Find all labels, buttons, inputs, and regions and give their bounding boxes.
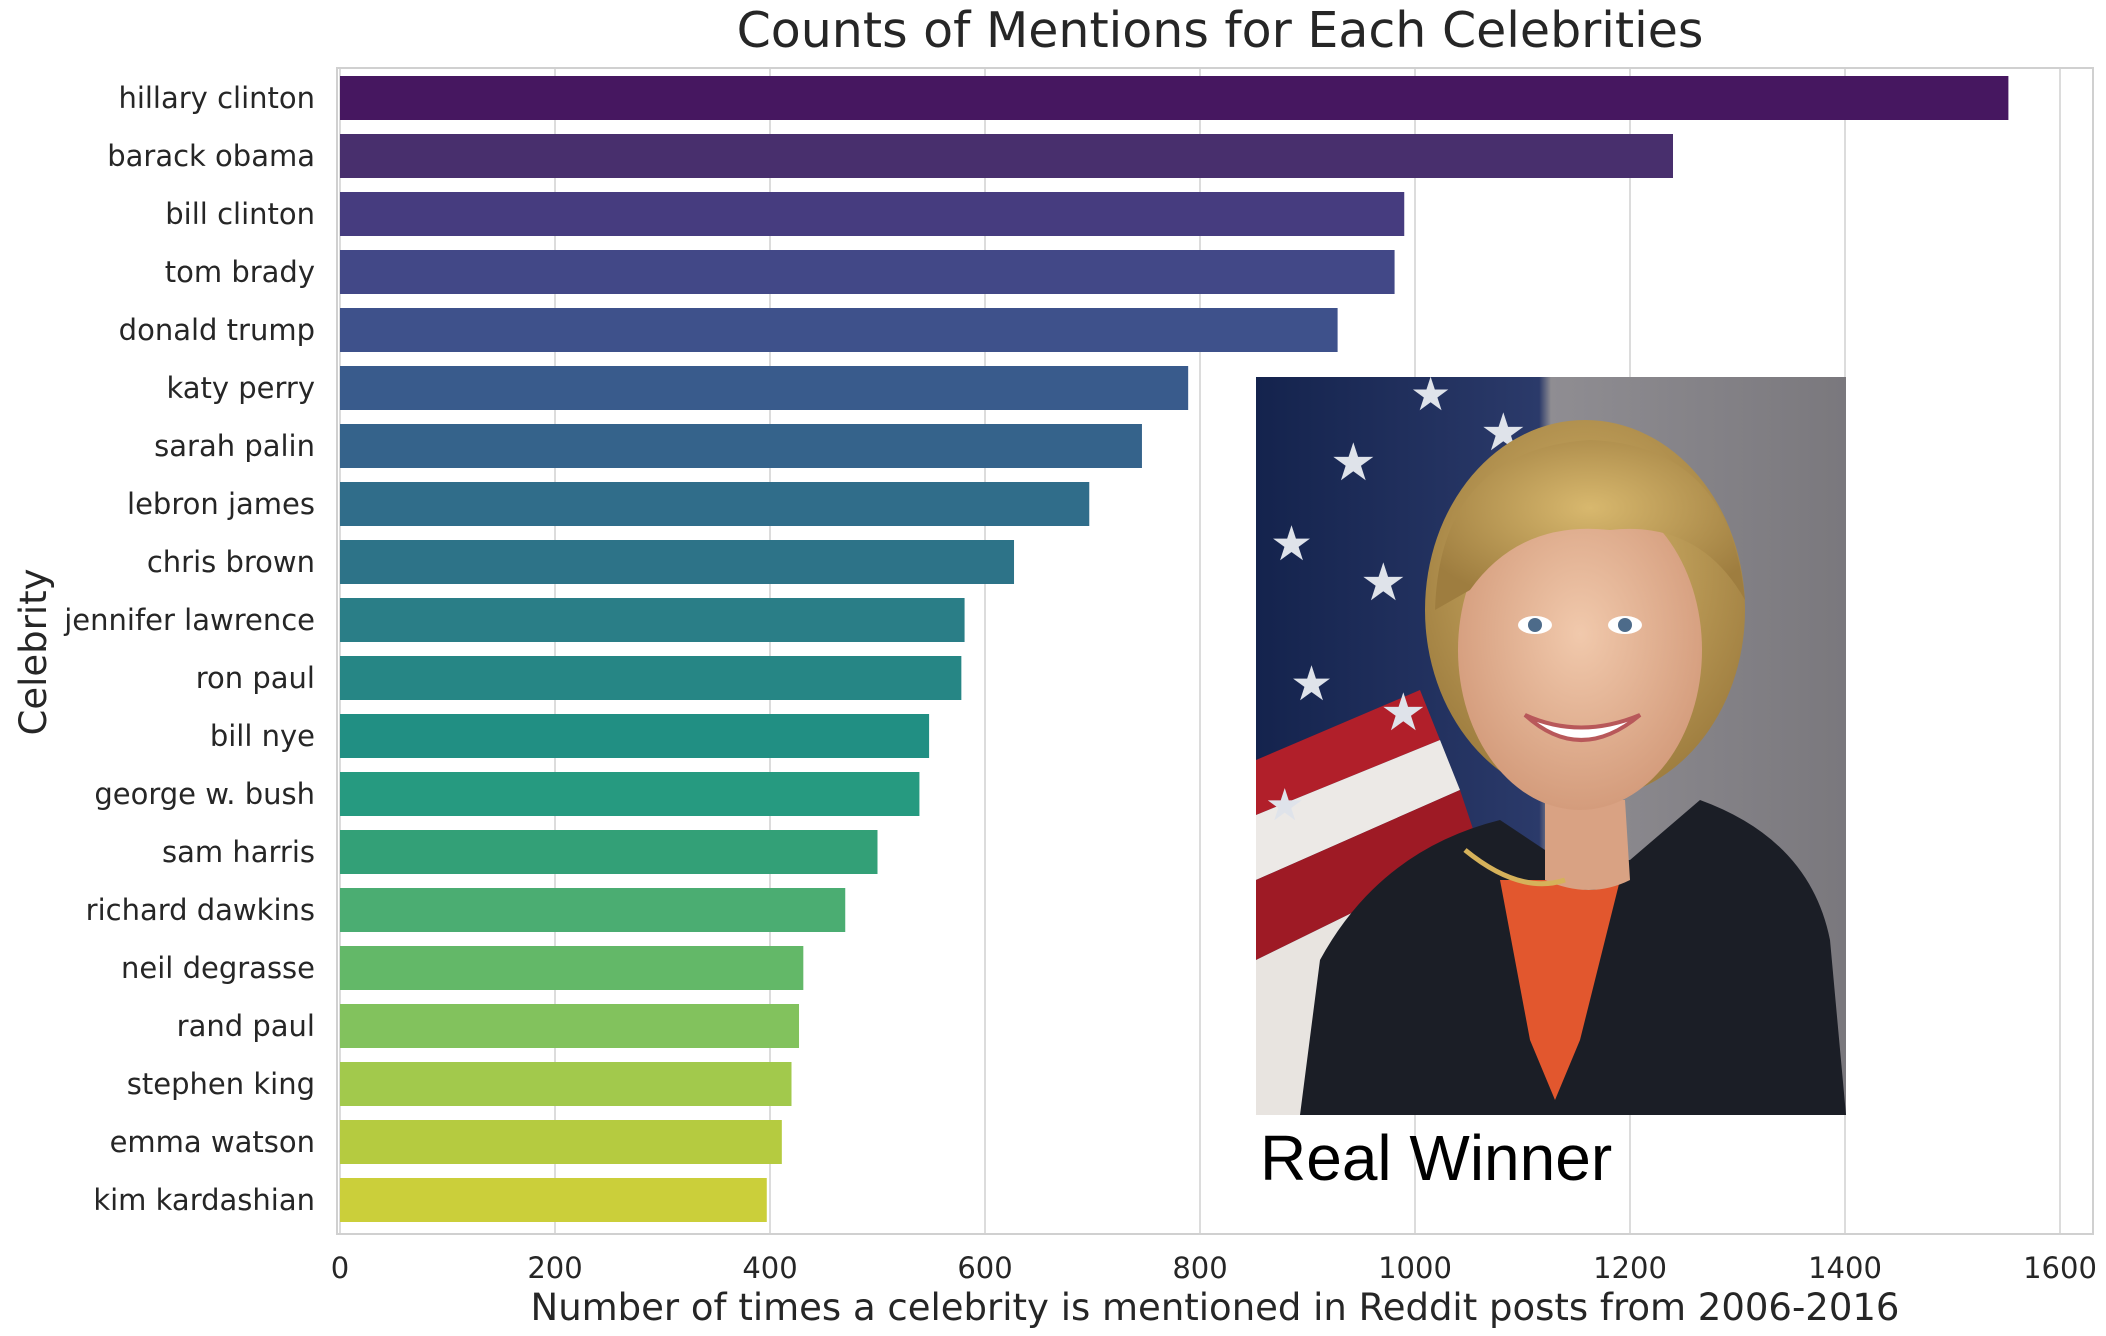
category-label: tom brady: [165, 255, 315, 289]
category-label: kim kardashian: [93, 1183, 315, 1217]
bar-bill-clinton: [340, 192, 1405, 236]
bar-rand-paul: [340, 1004, 800, 1048]
category-label: neil degrasse: [121, 951, 315, 985]
bar-stephen-king: [340, 1062, 792, 1106]
category-label: barack obama: [107, 139, 315, 173]
bars: [340, 76, 2009, 1222]
bar-lebron-james: [340, 482, 1090, 526]
x-tick-label: 400: [742, 1251, 797, 1285]
bar-ron-paul: [340, 656, 962, 700]
bar-richard-dawkins: [340, 888, 846, 932]
x-tick-label: 800: [1172, 1251, 1227, 1285]
category-label: sarah palin: [154, 429, 315, 463]
x-tick-labels: 0 200 400 600 800 1000 1200 1400 1600: [331, 1251, 2097, 1285]
bar-jennifer-lawrence: [340, 598, 965, 642]
svg-text:★: ★: [1270, 516, 1313, 572]
category-label: bill clinton: [165, 197, 315, 231]
bar-kim-kardashian: [340, 1178, 767, 1222]
svg-text:★: ★: [1360, 553, 1407, 613]
x-tick-label: 1000: [1378, 1251, 1452, 1285]
photo-of-hillary-clinton: ★ ★ ★ ★ ★ ★ ★ ★: [1256, 367, 1846, 1115]
svg-text:★: ★: [1330, 433, 1377, 493]
category-labels: hillary clinton barack obama bill clinton t…: [63, 81, 315, 1217]
category-label: emma watson: [110, 1125, 315, 1159]
bar-chris-brown: [340, 540, 1015, 584]
x-axis-label: Number of times a celebrity is mentioned…: [531, 1286, 1900, 1329]
chart-title: Counts of Mentions for Each Celebrities: [737, 2, 1704, 59]
bar-hillary-clinton: [340, 76, 2009, 120]
bar-barack-obama: [340, 134, 1673, 178]
svg-text:★: ★: [1265, 780, 1304, 831]
category-label: katy perry: [166, 371, 315, 405]
bar-emma-watson: [340, 1120, 782, 1164]
category-label: lebron james: [127, 487, 315, 521]
bar-sarah-palin: [340, 424, 1142, 468]
annotation-text: Real Winner: [1260, 1122, 1612, 1194]
bar-tom-brady: [340, 250, 1395, 294]
bar-george-w-bush: [340, 772, 920, 816]
category-label: jennifer lawrence: [63, 603, 315, 637]
bar-sam-harris: [340, 830, 878, 874]
x-tick-label: 1400: [1808, 1251, 1882, 1285]
x-tick-label: 1200: [1593, 1251, 1667, 1285]
bar-katy-perry: [340, 366, 1189, 410]
category-label: stephen king: [127, 1067, 315, 1101]
category-label: hillary clinton: [118, 81, 315, 115]
bar-donald-trump: [340, 308, 1338, 352]
svg-text:★: ★: [1380, 683, 1427, 743]
category-label: bill nye: [210, 719, 315, 753]
plot-frame: [336, 67, 2094, 1235]
bar-bill-nye: [340, 714, 930, 758]
x-tick-label: 200: [527, 1251, 582, 1285]
svg-text:★: ★: [1410, 367, 1451, 421]
category-label: chris brown: [147, 545, 315, 579]
x-tick-label: 0: [331, 1251, 349, 1285]
category-label: ron paul: [196, 661, 315, 695]
category-label: george w. bush: [94, 777, 315, 811]
svg-text:★: ★: [1290, 656, 1333, 712]
category-label: sam harris: [162, 835, 315, 869]
bar-neil-degrasse: [340, 946, 804, 990]
category-label: donald trump: [119, 313, 315, 347]
x-tick-label: 600: [957, 1251, 1012, 1285]
y-axis-label: Celebrity: [12, 568, 55, 735]
category-label: rand paul: [177, 1009, 315, 1043]
x-tick-label: 1600: [2023, 1251, 2097, 1285]
category-label: richard dawkins: [86, 893, 315, 927]
